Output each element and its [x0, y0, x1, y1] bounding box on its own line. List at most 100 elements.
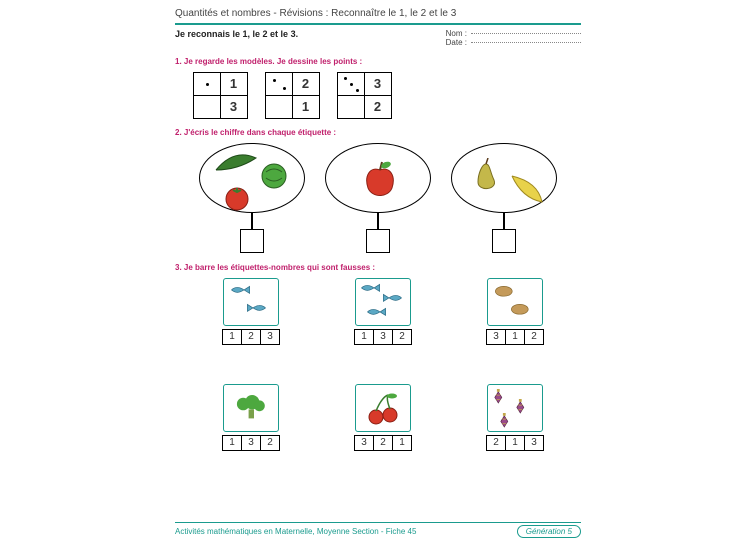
- answer-box[interactable]: [492, 229, 516, 253]
- number-cell: 1: [292, 95, 320, 119]
- dot-icon: [283, 87, 286, 90]
- ex3-instruction: 3. Je barre les étiquettes-nombres qui s…: [175, 263, 581, 272]
- label-cell[interactable]: 1: [222, 329, 242, 345]
- cherry-icon: [366, 393, 400, 425]
- footer: Activités mathématiques en Maternelle, M…: [175, 522, 581, 538]
- label-cell[interactable]: 3: [241, 435, 261, 451]
- worksheet-page: Quantités et nombres - Révisions : Recon…: [175, 8, 581, 450]
- lettuce-icon: [260, 162, 288, 190]
- picture-box: [355, 384, 411, 432]
- label-cell[interactable]: 2: [486, 435, 506, 451]
- ex3-item: 123: [215, 278, 287, 344]
- dot-icon: [350, 83, 353, 86]
- ex1-pair: 32: [337, 72, 391, 118]
- name-date-block: Nom : Date :: [446, 29, 581, 47]
- label-cell[interactable]: 3: [486, 329, 506, 345]
- fish-icon: [230, 285, 251, 295]
- answer-box[interactable]: [240, 229, 264, 253]
- banana-icon: [508, 172, 546, 204]
- label-cell[interactable]: 3: [373, 329, 393, 345]
- label-row: 312: [487, 329, 544, 344]
- answer-box[interactable]: [366, 229, 390, 253]
- picture-box: [223, 384, 279, 432]
- ex2-group: [451, 143, 557, 253]
- number-cell: 3: [364, 72, 392, 96]
- ex1-pair: 21: [265, 72, 319, 118]
- label-cell[interactable]: 3: [260, 329, 280, 345]
- picture-box: [487, 278, 543, 326]
- answer-cell[interactable]: [265, 95, 293, 119]
- footer-badge: Génération 5: [517, 525, 581, 538]
- name-label: Nom :: [446, 29, 467, 38]
- potato-icon: [510, 303, 530, 316]
- label-row: 213: [487, 435, 544, 450]
- label-cell[interactable]: 2: [373, 435, 393, 451]
- tomato-icon: [224, 184, 250, 212]
- number-cell: 1: [220, 72, 248, 96]
- label-cell[interactable]: 3: [354, 435, 374, 451]
- picture-box: [487, 384, 543, 432]
- pear-icon: [472, 158, 500, 192]
- label-row: 321: [355, 435, 412, 450]
- label-cell[interactable]: 2: [241, 329, 261, 345]
- potato-icon: [494, 285, 514, 298]
- date-field[interactable]: [471, 42, 581, 43]
- fish-icon: [246, 303, 267, 313]
- ex3-item: 132: [347, 278, 419, 344]
- connector-line: [251, 213, 253, 229]
- label-cell[interactable]: 1: [505, 329, 525, 345]
- ex2-container: [175, 143, 581, 253]
- label-cell[interactable]: 1: [392, 435, 412, 451]
- title-rule: [175, 23, 581, 25]
- fish-icon: [366, 307, 387, 317]
- ex3-item: 132: [215, 384, 287, 450]
- label-cell[interactable]: 1: [222, 435, 242, 451]
- picture-box: [223, 278, 279, 326]
- dot-icon: [356, 89, 359, 92]
- ex2-group: [325, 143, 431, 253]
- ex3-item: 321: [347, 384, 419, 450]
- ornament-icon: [492, 389, 505, 404]
- ex3-item: 213: [479, 384, 551, 450]
- label-cell[interactable]: 3: [524, 435, 544, 451]
- header-row: Je reconnais le 1, le 2 et le 3. Nom : D…: [175, 29, 581, 47]
- answer-cell[interactable]: [193, 95, 221, 119]
- fish-icon: [360, 283, 381, 293]
- oval-container: [451, 143, 557, 213]
- dots-cell: [337, 72, 365, 96]
- label-cell[interactable]: 2: [392, 329, 412, 345]
- connector-line: [377, 213, 379, 229]
- picture-box: [355, 278, 411, 326]
- name-field[interactable]: [471, 33, 581, 34]
- ornament-icon: [498, 413, 511, 428]
- label-cell[interactable]: 1: [354, 329, 374, 345]
- ornament-icon: [514, 399, 527, 414]
- answer-cell[interactable]: [337, 95, 365, 119]
- number-cell: 3: [220, 95, 248, 119]
- ex3-item: 312: [479, 278, 551, 344]
- broccoli-icon: [236, 395, 267, 420]
- dots-cell: [265, 72, 293, 96]
- dot-icon: [206, 83, 209, 86]
- number-cell: 2: [364, 95, 392, 119]
- ex2-instruction: 2. J'écris le chiffre dans chaque étique…: [175, 128, 581, 137]
- label-cell[interactable]: 2: [260, 435, 280, 451]
- ex1-instruction: 1. Je regarde les modèles. Je dessine le…: [175, 57, 581, 66]
- subtitle: Je reconnais le 1, le 2 et le 3.: [175, 29, 298, 39]
- connector-line: [503, 213, 505, 229]
- label-row: 123: [223, 329, 280, 344]
- ex2-group: [199, 143, 305, 253]
- footer-text: Activités mathématiques en Maternelle, M…: [175, 527, 416, 536]
- ex3-container: 123132312132321213: [185, 278, 581, 450]
- ex1-pair: 13: [193, 72, 247, 118]
- ex1-container: 132132: [193, 72, 581, 118]
- label-cell[interactable]: 2: [524, 329, 544, 345]
- label-row: 132: [223, 435, 280, 450]
- label-cell[interactable]: 1: [505, 435, 525, 451]
- cucumber-icon: [214, 152, 258, 172]
- fish-icon: [382, 293, 403, 303]
- dots-cell: [193, 72, 221, 96]
- oval-container: [199, 143, 305, 213]
- label-row: 132: [355, 329, 412, 344]
- date-label: Date :: [446, 38, 467, 47]
